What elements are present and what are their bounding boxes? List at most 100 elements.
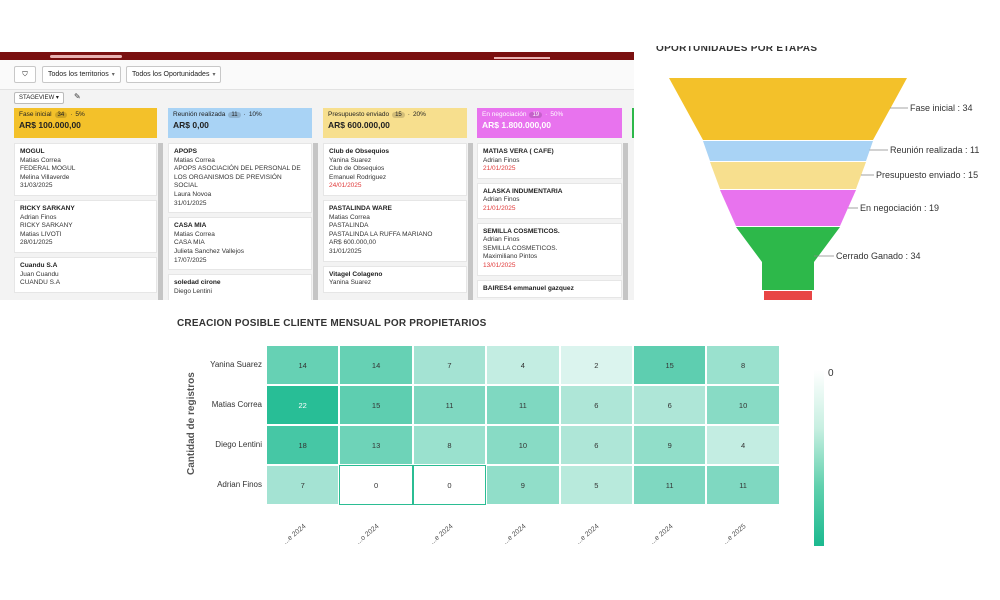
card-line: Juan Cuandu	[20, 270, 59, 278]
opportunities-dropdown[interactable]: Todos los Oportunidades ▾	[126, 66, 222, 83]
card-list: MOGUL Matias Correa FEDERAL MOGUL Melina Vi…	[14, 143, 157, 293]
card-line: Diego Lentini	[174, 287, 212, 295]
heatmap-cell[interactable]: 7	[266, 465, 340, 505]
stage-count-badge: 15	[392, 111, 405, 118]
card-title: RICKY SARKANY	[20, 204, 75, 212]
column-scrollbar[interactable]	[313, 143, 318, 300]
funnel-segment[interactable]	[736, 227, 840, 290]
heatmap-cell[interactable]: 13	[339, 425, 413, 465]
heatmap-x-tick-label: ...e 2024	[648, 523, 675, 546]
heatmap-cell[interactable]: 9	[633, 425, 707, 465]
card-date: 13/01/2025	[483, 261, 516, 269]
heatmap-cell[interactable]: 8	[706, 345, 780, 385]
stageview-dropdown[interactable]: STAGEVIEW ▾	[14, 92, 64, 104]
heatmap-cell[interactable]: 10	[706, 385, 780, 425]
opportunity-card[interactable]: soledad cirone Diego Lentini	[168, 274, 312, 300]
heatmap-cell[interactable]: 11	[412, 385, 487, 425]
stage-header[interactable]: En negociación 19 · 50% AR$ 1.800.000,00	[477, 108, 622, 138]
card-line: Laura Novoa	[174, 190, 212, 198]
edit-icon[interactable]: ✎	[74, 92, 81, 101]
filter-bar: ⛉ Todos los territorios ▾ Todos los Oport…	[0, 60, 634, 90]
opportunity-card[interactable]: RICKY SARKANY Adrian Finos RICKY SARKANY Ma…	[14, 199, 157, 253]
card-line: Matias Correa	[20, 156, 61, 164]
opportunity-card[interactable]: MOGUL Matias Correa FEDERAL MOGUL Melina Vi…	[14, 143, 157, 196]
heatmap-cell[interactable]: 4	[706, 425, 780, 465]
heatmap-row-label: Diego Lentini	[215, 440, 262, 449]
heatmap-cell[interactable]: 11	[633, 465, 707, 505]
card-line: Maximiliano Pintos	[483, 253, 538, 261]
opportunity-card[interactable]: PASTALINDA WARE Matias Correa PASTALINDA PA…	[323, 199, 467, 262]
stage-probability: 10%	[248, 111, 262, 118]
filter-icon[interactable]: ⛉	[14, 66, 36, 83]
card-date: 31/03/2025	[20, 182, 53, 190]
stage-header[interactable]: Fase inicial 34 · 5% AR$ 100.000,00	[14, 108, 157, 138]
funnel-segment[interactable]	[669, 78, 907, 140]
card-line: PASTALINDA	[329, 222, 369, 230]
heatmap-cell[interactable]: 0	[339, 465, 413, 505]
card-title: MOGUL	[20, 148, 45, 155]
territory-dropdown[interactable]: Todos los territorios ▾	[42, 66, 121, 83]
heatmap-cell[interactable]: 6	[559, 385, 633, 425]
separator: ·	[243, 111, 246, 118]
column-scrollbar[interactable]	[468, 143, 473, 300]
funnel-segment[interactable]	[764, 291, 812, 300]
stageview-bar: STAGEVIEW ▾ ✎	[0, 90, 634, 106]
opportunity-card[interactable]: BAIRES4 emmanuel gazquez	[477, 279, 622, 299]
heatmap-cell[interactable]: 8	[412, 425, 487, 465]
heatmap-row-label: Matias Correa	[211, 400, 262, 409]
heatmap-cell[interactable]: 6	[633, 385, 707, 425]
opportunity-card[interactable]: Cuandu S.A Juan Cuandu CUANDU S.A	[14, 256, 157, 293]
heatmap-cell[interactable]: 5	[559, 465, 633, 505]
card-title: PASTALINDA WARE	[329, 204, 392, 212]
stage-count-badge: 11	[228, 111, 241, 118]
heatmap-cell[interactable]: 11	[486, 385, 560, 425]
funnel-segment[interactable]	[703, 141, 873, 161]
heatmap-x-tick-label: ...e 2024	[502, 523, 528, 546]
card-line: Yanina Suarez	[329, 156, 372, 164]
heatmap-cell[interactable]: 6	[559, 425, 633, 465]
card-date: 17/07/2025	[174, 256, 207, 264]
heatmap-cell[interactable]: 0	[412, 465, 487, 505]
card-list: Club de Obsequios Yanina Suarez Club de Ob…	[323, 143, 467, 293]
heatmap-cell[interactable]: 22	[266, 385, 340, 425]
card-list: APOPS Matias Correa APOPS ASOCIACIÓN DEL P…	[168, 143, 312, 300]
stage-header[interactable]: Reunión realizada 11 · 10% AR$ 0,00	[168, 108, 312, 138]
column-scrollbar[interactable]	[623, 143, 628, 300]
card-line: RICKY SARKANY	[20, 222, 73, 230]
top-nav-bar	[0, 52, 634, 60]
opportunity-card[interactable]: CASA MIA Matias Correa CASA MIA Julieta San…	[168, 217, 312, 271]
card-line: APOPS ASOCIACIÓN DEL PERSONAL DE LOS ORG…	[174, 165, 301, 190]
opportunity-card[interactable]: MATIAS VERA ( CAFE) Adrian Finos 21/01/202…	[477, 143, 622, 179]
heatmap-cell[interactable]: 4	[486, 345, 560, 385]
card-title: Club de Obsequios	[329, 148, 390, 155]
heatmap-cell[interactable]: 18	[266, 425, 340, 465]
heatmap-cell[interactable]: 15	[633, 345, 707, 385]
opportunity-card[interactable]: ALASKA INDUMENTARIA Adrian Finos 21/01/202…	[477, 182, 622, 219]
heatmap-cell[interactable]: 14	[266, 345, 340, 385]
stage-header[interactable]: Presupuesto enviado 15 · 20% AR$ 600.000,00	[323, 108, 467, 138]
opportunity-card[interactable]: Vitagel Colageno Yanina Suarez	[323, 265, 467, 293]
heatmap-cell[interactable]: 9	[486, 465, 560, 505]
opportunity-card[interactable]: APOPS Matias Correa APOPS ASOCIACIÓN DEL P…	[168, 143, 312, 214]
card-list: MATIAS VERA ( CAFE) Adrian Finos 21/01/202…	[477, 143, 622, 299]
card-line: Emanuel Rodriguez	[329, 173, 387, 181]
card-line: Matias Correa	[174, 156, 215, 164]
card-line: Matias Correa	[329, 213, 370, 221]
opportunity-card[interactable]: Club de Obsequios Yanina Suarez Club de Ob…	[323, 143, 467, 196]
funnel-segment[interactable]	[720, 190, 856, 226]
heatmap-cell[interactable]: 2	[559, 345, 633, 385]
funnel-segment[interactable]	[710, 162, 866, 189]
heatmap-cell[interactable]: 7	[412, 345, 487, 385]
heatmap-y-axis-label: Cantidad de registros	[186, 372, 197, 475]
opportunity-card[interactable]: SEMILLA COSMETICOS. Adrian Finos SEMILLA C…	[477, 222, 622, 276]
card-title: MATIAS VERA ( CAFE)	[483, 148, 554, 155]
heatmap-cell[interactable]: 10	[486, 425, 560, 465]
card-line: SEMILLA COSMETICOS.	[483, 244, 558, 252]
heatmap-cell[interactable]: 14	[339, 345, 413, 385]
column-scrollbar[interactable]	[158, 143, 163, 300]
card-line: Yanina Suarez	[329, 279, 372, 287]
chevron-down-icon: ▾	[111, 72, 115, 78]
card-title: soledad cirone	[174, 279, 221, 287]
heatmap-cell[interactable]: 15	[339, 385, 413, 425]
heatmap-cell[interactable]: 11	[706, 465, 780, 505]
